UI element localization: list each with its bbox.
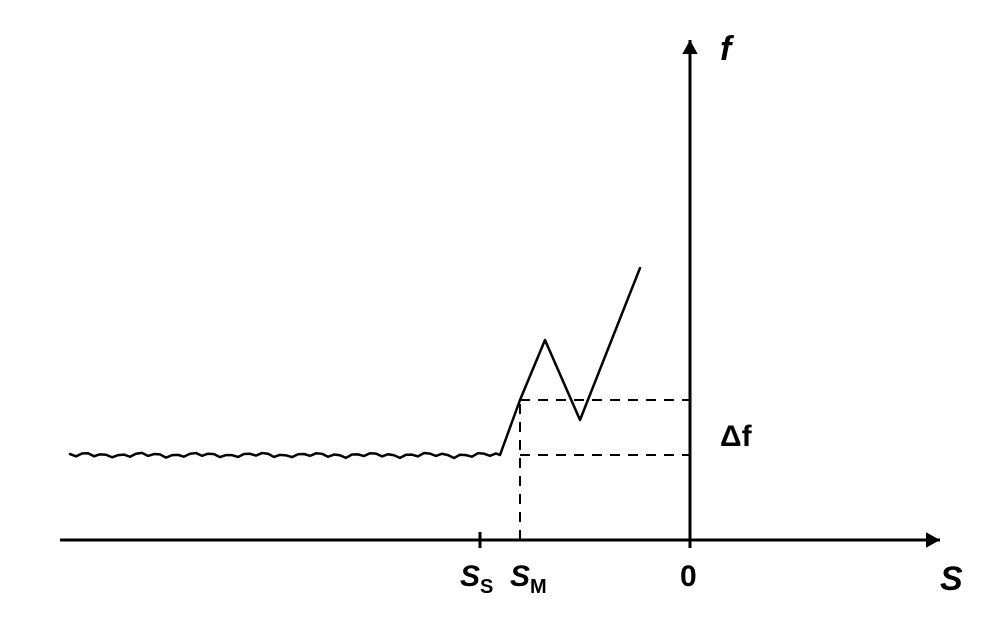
chart-svg [0,0,1000,630]
label-f: f [720,30,731,69]
label-df: Δf [720,420,752,454]
label-O: 0 [680,560,697,594]
label-Ss: SS [460,560,493,599]
chart-container: f S 0 SS SM Δf [0,0,1000,630]
label-S: S [940,560,963,599]
label-Sm: SM [510,560,547,599]
